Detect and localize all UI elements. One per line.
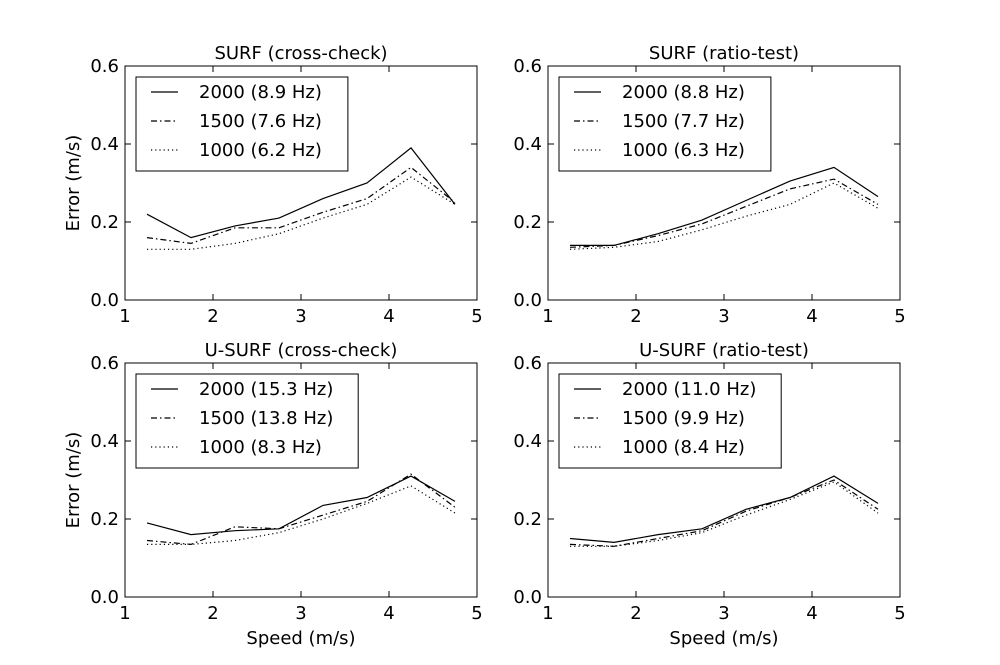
x-tick-label: 5 (894, 306, 905, 327)
series-line-dotted (569, 182, 879, 250)
legend-label: 2000 (8.9 Hz) (199, 82, 322, 103)
chart-panel-4: U-SURF (ratio-test) 1 2 3 4 5 0.0 0.2 0.4 0.6 2000… (513, 340, 905, 649)
legend-label: 1000 (6.2 Hz) (199, 140, 322, 161)
plot-frame (547, 65, 901, 301)
y-tick-label: 0.4 (513, 134, 542, 155)
series-line-solid (146, 475, 456, 536)
plot-frame (124, 65, 478, 301)
y-tick-label: 0.2 (90, 509, 119, 530)
y-tick-label: 0.0 (90, 587, 119, 608)
y-tick-label: 0.0 (513, 587, 542, 608)
plot-frame (547, 362, 901, 598)
series-line-solid (569, 475, 879, 544)
legend-label: 1000 (6.3 Hz) (622, 140, 745, 161)
x-tick-label: 3 (718, 306, 729, 327)
legend-box (135, 373, 359, 469)
y-tick-label: 0.2 (513, 509, 542, 530)
y-axis-label: Error (m/s) (63, 135, 84, 232)
x-tick-label: 5 (471, 306, 482, 327)
series-line-dashdot (146, 473, 456, 546)
chart-panel-3: U-SURF (cross-check) 1 2 3 4 5 0.0 0.2 0.4 0.6 200… (63, 340, 483, 649)
y-tick-label: 0.2 (513, 212, 542, 233)
legend-label: 1000 (8.4 Hz) (622, 437, 745, 458)
y-tick-label: 0.6 (90, 56, 119, 77)
y-tick-label: 0.4 (90, 134, 119, 155)
x-tick-label: 4 (383, 603, 394, 624)
y-tick-label: 0.0 (90, 290, 119, 311)
chart-title: SURF (ratio-test) (649, 43, 799, 64)
series-line-dotted (147, 176, 456, 250)
series-line-dotted (147, 485, 456, 546)
y-tick-label: 0.2 (90, 212, 119, 233)
x-tick-label: 1 (542, 306, 553, 327)
x-tick-label: 2 (207, 306, 218, 327)
chart-panel-1: SURF (cross-check) 1 2 3 4 5 0.0 0.2 0.4 0.6 2000 … (63, 43, 483, 327)
x-tick-label: 3 (295, 306, 306, 327)
series-line-solid (570, 166, 879, 246)
legend: 2000 (8.9 Hz) 1500 (7.6 Hz) 1000 (6.2 Hz) (135, 76, 349, 172)
x-tick-label: 1 (119, 603, 130, 624)
series-line-dashdot (146, 166, 456, 245)
legend-label: 1500 (13.8 Hz) (199, 408, 333, 429)
legend-box (558, 373, 782, 469)
x-tick-label: 3 (718, 603, 729, 624)
plot-frame (124, 362, 478, 598)
chart-panel-2: SURF (ratio-test) 1 2 3 4 5 0.0 0.2 0.4 0.6 2000 (… (513, 43, 905, 327)
x-axis-label: Speed (m/s) (669, 628, 778, 649)
y-tick-label: 0.4 (513, 431, 542, 452)
legend-label: 2000 (11.0 Hz) (622, 379, 756, 400)
series-line-dotted (570, 481, 879, 547)
series-line-dashdot (569, 178, 879, 248)
legend-label: 1500 (7.6 Hz) (199, 111, 322, 132)
x-tick-label: 1 (542, 603, 553, 624)
series-line-solid (146, 147, 456, 239)
legend-box (135, 76, 349, 172)
series-line-dashdot (569, 479, 879, 547)
legend: 2000 (11.0 Hz) 1500 (9.9 Hz) 1000 (8.4 Hz) (558, 373, 782, 469)
x-tick-label: 3 (295, 603, 306, 624)
chart-title: SURF (cross-check) (214, 43, 387, 64)
y-axis-label: Error (m/s) (63, 432, 84, 529)
x-tick-label: 5 (471, 603, 482, 624)
x-tick-label: 4 (806, 603, 817, 624)
y-tick-label: 0.0 (513, 290, 542, 311)
x-tick-label: 4 (383, 306, 394, 327)
legend: 2000 (15.3 Hz) 1500 (13.8 Hz) 1000 (8.3 Hz… (135, 373, 359, 469)
y-tick-label: 0.6 (513, 353, 542, 374)
x-tick-label: 1 (119, 306, 130, 327)
legend-label: 2000 (8.8 Hz) (622, 82, 745, 103)
x-tick-label: 2 (630, 603, 641, 624)
chart-title: U-SURF (ratio-test) (639, 340, 809, 361)
y-tick-label: 0.4 (90, 431, 119, 452)
x-axis-label: Speed (m/s) (246, 628, 355, 649)
x-tick-label: 2 (630, 306, 641, 327)
chart-title: U-SURF (cross-check) (205, 340, 398, 361)
y-tick-label: 0.6 (90, 353, 119, 374)
y-tick-label: 0.6 (513, 56, 542, 77)
legend-box (558, 76, 772, 172)
legend-label: 1500 (9.9 Hz) (622, 408, 745, 429)
legend-label: 2000 (15.3 Hz) (199, 379, 333, 400)
x-tick-label: 4 (806, 306, 817, 327)
x-tick-label: 5 (894, 603, 905, 624)
legend-label: 1500 (7.7 Hz) (622, 111, 745, 132)
x-tick-label: 2 (207, 603, 218, 624)
legend-label: 1000 (8.3 Hz) (199, 437, 322, 458)
legend: 2000 (8.8 Hz) 1500 (7.7 Hz) 1000 (6.3 Hz) (558, 76, 772, 172)
